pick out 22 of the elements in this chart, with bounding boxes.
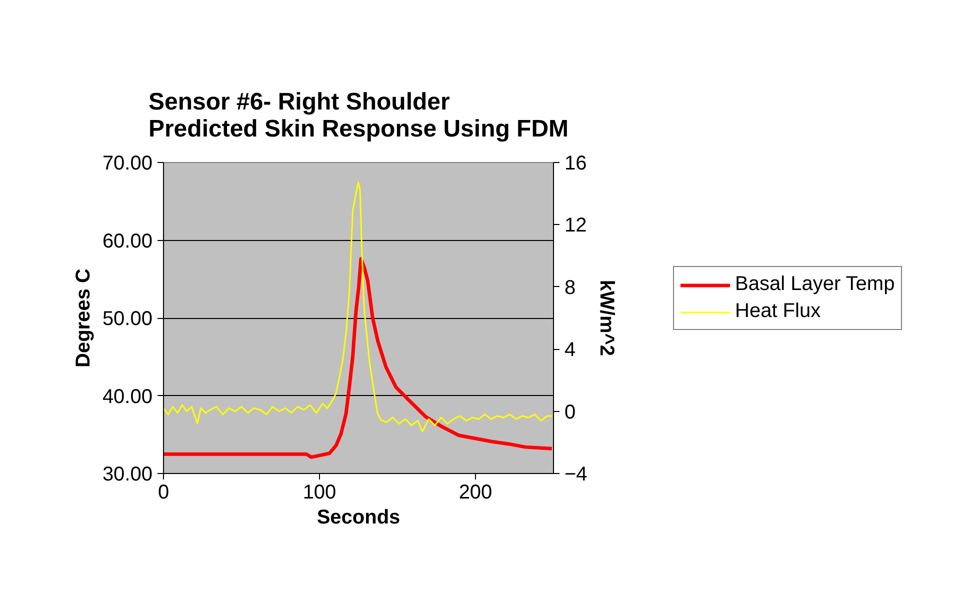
- y2-axis-title: kW/m^2: [595, 280, 618, 356]
- y-tick-label: 50.00: [102, 308, 153, 330]
- y2-tick-label: 12: [564, 214, 587, 237]
- y-tick-label: 70.00: [102, 152, 153, 174]
- legend-label: Basal Layer Temp: [735, 273, 895, 296]
- y2-tick-label: 0: [564, 401, 576, 424]
- y-axis-title: Degrees C: [72, 268, 94, 368]
- x-tick-label: 100: [302, 482, 336, 504]
- y2-tick-label: 8: [564, 276, 576, 299]
- y2-tick-label: −4: [564, 464, 588, 486]
- x-tick-label: 200: [458, 482, 492, 504]
- x-tick-label: 0: [158, 482, 170, 504]
- y-tick-label: 40.00: [102, 386, 153, 408]
- line-series: [164, 257, 554, 459]
- chart-title: Sensor #6- Right Shoulder Predicted Skin Response Using FDM: [148, 88, 569, 142]
- y2-tick-label: 16: [564, 152, 587, 174]
- y-tick-label: 30.00: [102, 464, 153, 486]
- legend-label: Heat Flux: [735, 300, 821, 323]
- x-axis-title: Seconds: [316, 506, 400, 528]
- y-tick-label: 60.00: [102, 230, 153, 252]
- line-series: [164, 181, 553, 432]
- y2-tick-label: 4: [564, 339, 576, 362]
